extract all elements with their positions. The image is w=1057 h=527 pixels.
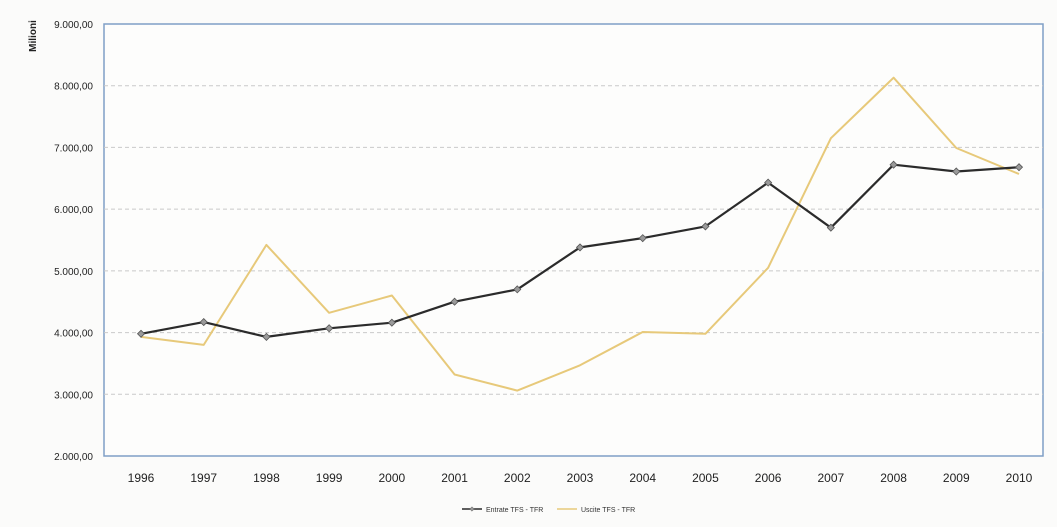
y-tick-label: 6.000,00 [54, 205, 93, 216]
data-point [575, 243, 585, 252]
plot-area [103, 23, 1044, 457]
data-point [1014, 163, 1024, 172]
y-tick-label: 9.000,00 [54, 20, 93, 31]
series-lines [136, 76, 1024, 392]
data-point [701, 222, 710, 231]
y-tick-label: 8.000,00 [54, 82, 93, 93]
data-point [889, 160, 898, 169]
x-tick-label: 2010 [1006, 471, 1033, 485]
legend-item: Entrate TFS - TFR [462, 506, 543, 514]
x-tick-label: 1996 [128, 471, 155, 485]
x-tick-label: 2000 [379, 471, 406, 485]
legend-item: Uscite TFS - TFR [557, 507, 635, 514]
x-tick-label: 1998 [253, 471, 280, 485]
legend-marker [469, 506, 475, 512]
data-point [136, 329, 146, 338]
series-0 [136, 160, 1024, 341]
data-point [826, 223, 835, 232]
x-tick-label: 2002 [504, 471, 531, 485]
legend-label: Uscite TFS - TFR [581, 507, 635, 514]
data-point [199, 318, 208, 327]
y-tick-label: 3.000,00 [54, 390, 93, 401]
x-tick-label: 2003 [567, 471, 594, 485]
x-tick-label: 1999 [316, 471, 343, 485]
x-tick-label: 2004 [629, 471, 656, 485]
legend-label: Entrate TFS - TFR [486, 507, 543, 514]
data-point [952, 167, 961, 176]
data-point [764, 178, 773, 187]
x-tick-label: 2001 [441, 471, 468, 485]
series-line [140, 76, 1020, 392]
y-axis-label: Milioni [28, 20, 39, 52]
x-tick-label: 2008 [880, 471, 907, 485]
x-tick-label: 2005 [692, 471, 719, 485]
legend: Entrate TFS - TFR Uscite TFS - TFR [462, 506, 635, 514]
y-tick-label: 4.000,00 [54, 329, 93, 340]
x-tick-label: 2007 [818, 471, 845, 485]
y-tick-label: 5.000,00 [54, 267, 93, 278]
data-point [450, 297, 459, 306]
data-point [638, 234, 647, 243]
y-tick-label: 2.000,00 [54, 452, 93, 463]
y-axis-ticks: 2.000,00 3.000,00 4.000,00 5.000,00 6.000,00… [54, 20, 93, 463]
x-axis-ticks: 1996 1997 1998 1999 2000 2001 2002 2003 2004 2005… [128, 471, 1033, 485]
data-point [262, 332, 271, 341]
data-point [513, 285, 522, 294]
data-point [325, 324, 334, 333]
x-tick-label: 2009 [943, 471, 970, 485]
x-tick-label: 2006 [755, 471, 782, 485]
data-point [387, 318, 396, 327]
gridlines [104, 85, 1043, 395]
y-tick-label: 7.000,00 [54, 143, 93, 154]
series-1 [140, 76, 1020, 392]
x-tick-label: 1997 [190, 471, 217, 485]
